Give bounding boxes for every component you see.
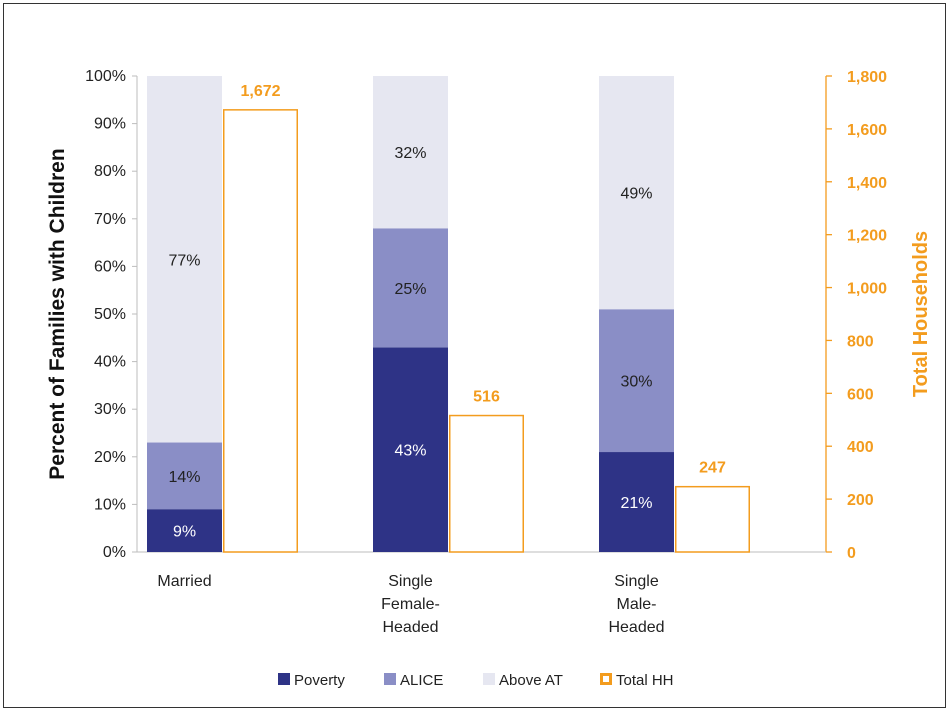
bar-alice <box>373 228 448 348</box>
data-label-alice: 14% <box>168 469 200 486</box>
bar-above-at <box>599 76 674 310</box>
bar-above-at <box>373 76 448 229</box>
legend-swatch-poverty <box>278 673 290 685</box>
bar-total-hh <box>449 414 524 553</box>
left-tick-label: 30% <box>94 401 126 418</box>
legend-label: ALICE <box>400 672 443 689</box>
right-tick-label: 1,800 <box>847 69 887 86</box>
bar-total-hh <box>223 109 298 553</box>
bar-above-at <box>147 76 222 443</box>
right-tick-label: 1,600 <box>847 122 887 139</box>
category-label-line: Female- <box>381 596 440 613</box>
left-tick-label: 40% <box>94 354 126 371</box>
category-label: Single Male- Headed <box>608 573 664 636</box>
legend-label: Poverty <box>294 672 345 689</box>
category-label-line: Single <box>388 573 433 590</box>
right-tick-label: 1,200 <box>847 228 887 245</box>
left-tick-label: 20% <box>94 449 126 466</box>
category-label-line: Single <box>614 573 659 590</box>
right-tick-label: 600 <box>847 386 874 403</box>
left-tick-label: 90% <box>94 116 126 133</box>
right-tick-label: 1,000 <box>847 281 887 298</box>
left-tick-label: 70% <box>94 211 126 228</box>
category-label: Single Female- Headed <box>381 573 440 636</box>
left-tick-label: 10% <box>94 496 126 513</box>
bar-poverty <box>599 452 674 552</box>
data-label-poverty: 9% <box>173 524 196 541</box>
category-label-line: Headed <box>608 619 664 636</box>
right-tick-label: 800 <box>847 333 874 350</box>
category-label-line: Headed <box>382 619 438 636</box>
left-tick-label: 60% <box>94 258 126 275</box>
legend-swatch-above-at <box>483 673 495 685</box>
data-label-total-hh: 516 <box>473 389 500 406</box>
legend-swatch-total-hh-inner <box>603 676 609 682</box>
y-axis-title: Percent of Families with Children <box>46 148 69 479</box>
legend-label: Above AT <box>499 672 563 689</box>
left-tick-label: 0% <box>103 544 126 561</box>
legend-swatch-alice <box>384 673 396 685</box>
data-label-alice: 30% <box>620 374 652 391</box>
bar-poverty <box>147 509 222 552</box>
category-label-line: Male- <box>616 596 656 613</box>
category-label: Married <box>157 573 211 590</box>
left-tick-label: 50% <box>94 306 126 323</box>
data-label-poverty: 21% <box>620 495 652 512</box>
data-label-poverty: 43% <box>394 443 426 460</box>
right-tick-label: 1,400 <box>847 175 887 192</box>
right-tick-label: 400 <box>847 439 874 456</box>
data-label-above-at: 77% <box>168 252 200 269</box>
right-tick-label: 200 <box>847 492 874 509</box>
bar-poverty <box>373 347 448 552</box>
left-tick-label: 80% <box>94 163 126 180</box>
right-tick-label: 0 <box>847 545 856 562</box>
bar-alice <box>599 309 674 453</box>
data-label-alice: 25% <box>394 281 426 298</box>
left-tick-label: 100% <box>85 68 126 85</box>
y2-axis-title: Total Households <box>910 231 932 397</box>
legend-label: Total HH <box>616 672 674 689</box>
data-label-above-at: 32% <box>394 145 426 162</box>
bar-total-hh <box>675 485 750 553</box>
data-label-above-at: 49% <box>620 186 652 203</box>
data-label-total-hh: 247 <box>699 460 726 477</box>
data-label-total-hh: 1,672 <box>240 83 280 100</box>
category-label-line: Married <box>157 573 211 590</box>
bar-alice <box>147 442 222 510</box>
